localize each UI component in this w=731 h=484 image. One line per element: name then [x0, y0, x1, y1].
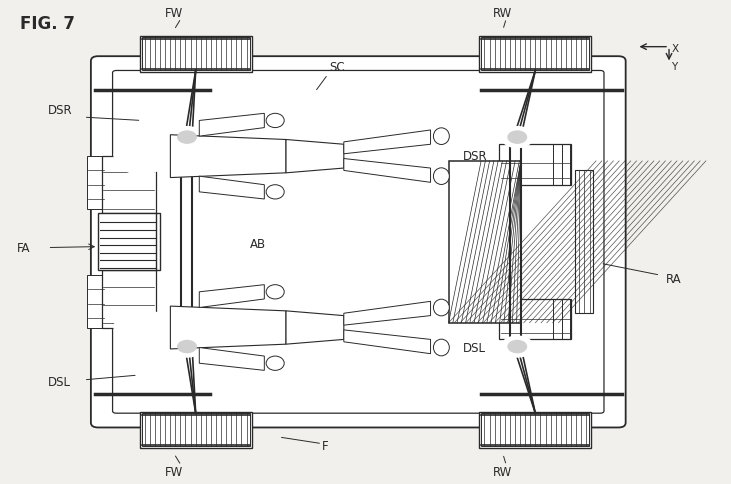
Polygon shape — [344, 302, 431, 325]
Bar — [499, 299, 572, 340]
Polygon shape — [170, 306, 286, 349]
Ellipse shape — [433, 339, 450, 356]
Ellipse shape — [266, 185, 284, 199]
Bar — [480, 37, 591, 73]
Bar — [142, 38, 249, 71]
Bar — [98, 214, 159, 271]
Circle shape — [178, 341, 197, 353]
Bar — [575, 171, 593, 314]
Polygon shape — [200, 348, 265, 371]
Text: Y: Y — [671, 61, 678, 72]
Ellipse shape — [433, 129, 450, 145]
FancyBboxPatch shape — [91, 57, 626, 427]
Text: DSR: DSR — [48, 104, 72, 117]
Ellipse shape — [433, 168, 450, 185]
Text: AB: AB — [250, 237, 266, 250]
Circle shape — [501, 127, 533, 148]
Text: DSL: DSL — [48, 375, 70, 388]
Ellipse shape — [266, 356, 284, 371]
Circle shape — [501, 336, 533, 357]
Polygon shape — [170, 136, 286, 178]
Ellipse shape — [433, 300, 450, 316]
Text: DSL: DSL — [463, 342, 486, 355]
Bar — [142, 413, 249, 446]
Circle shape — [114, 139, 169, 175]
Polygon shape — [200, 177, 265, 199]
Bar — [480, 412, 591, 448]
Polygon shape — [344, 159, 431, 183]
Bar — [499, 145, 572, 185]
Bar — [87, 157, 105, 209]
Polygon shape — [200, 114, 265, 137]
Text: RW: RW — [493, 465, 512, 478]
Polygon shape — [286, 311, 344, 345]
Text: FW: FW — [165, 465, 183, 478]
Text: CL: CL — [496, 237, 510, 250]
Ellipse shape — [266, 114, 284, 128]
Circle shape — [178, 132, 197, 144]
Bar — [87, 275, 105, 328]
Ellipse shape — [266, 285, 284, 299]
Text: FA: FA — [17, 242, 31, 255]
Text: RW: RW — [493, 7, 512, 20]
Bar — [140, 37, 251, 73]
Polygon shape — [200, 285, 265, 308]
Bar — [449, 162, 521, 323]
Polygon shape — [344, 131, 431, 154]
Bar — [102, 271, 156, 328]
Text: FW: FW — [165, 7, 183, 20]
Circle shape — [171, 127, 203, 148]
Bar — [140, 412, 251, 448]
Circle shape — [508, 341, 526, 353]
Text: X: X — [671, 44, 678, 54]
Bar — [482, 413, 589, 446]
Circle shape — [508, 132, 526, 144]
Circle shape — [171, 336, 203, 357]
Text: F: F — [322, 439, 329, 452]
Text: RA: RA — [665, 272, 681, 286]
Bar — [102, 157, 156, 214]
Bar — [482, 38, 589, 71]
Text: DSR: DSR — [463, 149, 488, 162]
Circle shape — [114, 310, 169, 346]
Text: SC: SC — [330, 61, 345, 75]
Polygon shape — [286, 140, 344, 173]
Text: FIG. 7: FIG. 7 — [20, 15, 75, 33]
Polygon shape — [344, 330, 431, 354]
